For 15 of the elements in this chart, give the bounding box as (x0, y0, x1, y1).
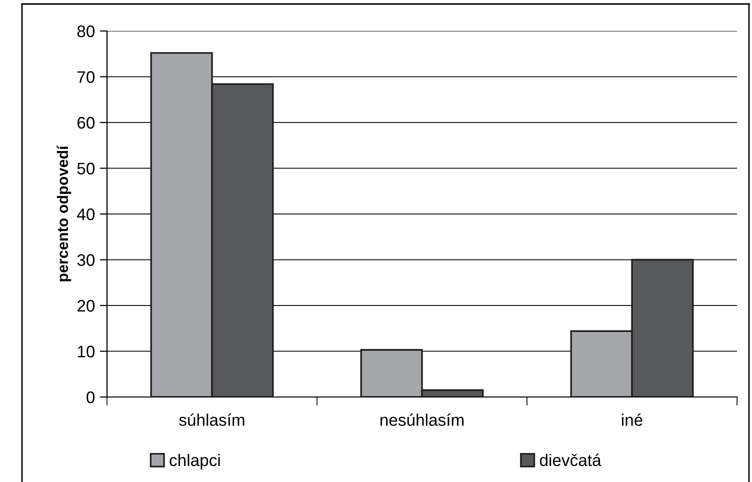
legend-label: dievčatá (540, 454, 602, 466)
x-tick-label: nesúhlasím (380, 413, 464, 426)
y-tick-label: 30 (77, 254, 95, 266)
y-tick-label: 40 (77, 208, 95, 220)
y-axis-title: percento odpovedí (56, 145, 72, 282)
y-tick-label: 50 (77, 162, 95, 174)
y-tick-label: 80 (77, 25, 95, 38)
y-tick-label: 60 (78, 116, 95, 129)
legend-label: chlapci (170, 454, 220, 470)
y-tick-label: 10 (78, 346, 95, 358)
y-tick-label: 20 (77, 300, 95, 312)
y-tick-label: 0 (86, 391, 95, 404)
x-tick-label: súhlasím (179, 413, 244, 426)
y-tick-label: 70 (78, 71, 95, 83)
x-tick-label: iné (622, 413, 642, 426)
